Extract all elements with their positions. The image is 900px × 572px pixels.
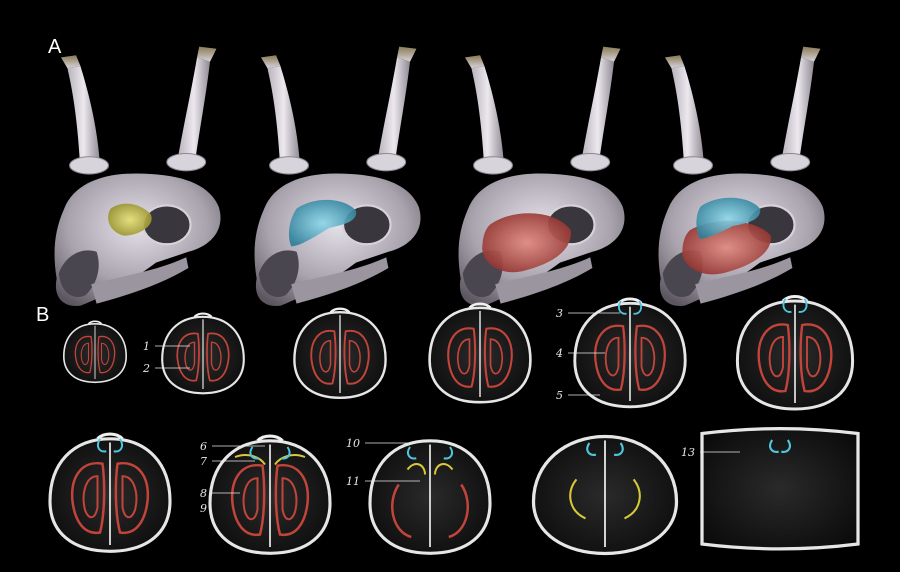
label-9: 9 [200, 502, 207, 515]
skull-render-4 [657, 45, 826, 308]
ct-slice-10 [531, 434, 679, 556]
label-10: 10 [346, 437, 360, 450]
ct-slice-1 [62, 320, 128, 384]
skull-render-1 [53, 45, 222, 308]
ct-slice-11 [700, 427, 860, 551]
skull-render-3 [457, 45, 626, 308]
ct-slice-3 [293, 307, 387, 399]
label-6: 6 [200, 440, 207, 453]
label-1: 1 [143, 340, 150, 353]
label-4: 4 [555, 347, 563, 360]
ct-slice-4 [428, 302, 532, 404]
label-2: 2 [142, 362, 150, 375]
label-7: 7 [200, 455, 207, 468]
ct-slice-8 [208, 434, 332, 555]
label-13: 13 [681, 446, 695, 459]
panel-b-label: B [36, 304, 50, 326]
ct-slice-9 [368, 439, 492, 555]
ct-slice-6 [735, 294, 855, 411]
skull-render-2 [253, 45, 422, 308]
label-11: 11 [346, 475, 360, 488]
panel-a-label: A [48, 36, 62, 58]
label-8: 8 [200, 487, 207, 500]
label-5: 5 [556, 389, 563, 402]
ct-slice-7 [48, 432, 172, 553]
ct-slice-2 [161, 312, 245, 395]
label-3: 3 [556, 307, 563, 320]
ct-slice-5 [573, 297, 687, 409]
